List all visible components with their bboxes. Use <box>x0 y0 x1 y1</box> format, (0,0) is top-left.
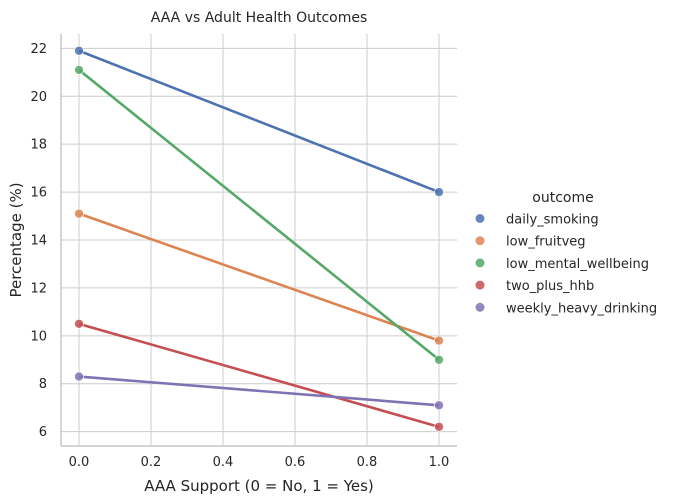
x-tick-label: 0.8 <box>357 455 378 470</box>
data-point <box>434 335 444 346</box>
y-tick-label: 8 <box>39 377 47 392</box>
series-line <box>78 322 440 429</box>
legend-label: low_fruitveg <box>506 235 586 250</box>
x-axis-label: AAA Support (0 = No, 1 = Yes) <box>144 477 374 495</box>
data-point <box>434 400 444 411</box>
legend-marker <box>475 258 485 268</box>
legend-marker <box>475 280 485 290</box>
data-point <box>74 319 84 329</box>
y-tick-label: 10 <box>30 329 47 344</box>
legend-label: low_mental_wellbeing <box>506 257 649 272</box>
series-two-plus-hhb <box>74 319 444 432</box>
legend-marker <box>475 236 485 246</box>
grid <box>61 34 457 446</box>
data-point <box>74 208 84 219</box>
series-low-fruitveg <box>74 208 444 346</box>
legend: outcome daily_smoking low_fruitveg low_men… <box>475 190 657 316</box>
y-tick-label: 22 <box>30 42 47 57</box>
axes-spines <box>60 34 457 447</box>
chart-title: AAA vs Adult Health Outcomes <box>151 10 368 26</box>
y-tick-label: 16 <box>30 186 47 201</box>
series-low-mental-wellbeing <box>74 65 444 365</box>
y-tick-label: 20 <box>30 90 47 105</box>
legend-title: outcome <box>532 190 593 206</box>
data-point <box>74 45 84 56</box>
data-point <box>434 187 444 197</box>
legend-label: two_plus_hhb <box>506 279 594 294</box>
legend-marker <box>475 302 485 312</box>
series-line <box>78 375 440 407</box>
series-group <box>74 45 444 432</box>
y-tick-label: 12 <box>30 281 47 296</box>
y-tick-label: 18 <box>30 138 47 153</box>
legend-label: weekly_heavy_drinking <box>506 301 657 316</box>
x-tick-label: 0.4 <box>213 455 234 470</box>
x-tick-label: 0.6 <box>285 455 306 470</box>
data-point <box>434 422 444 432</box>
y-tick-labels: 6 8 10 12 14 16 18 20 22 <box>30 42 47 440</box>
series-daily-smoking <box>74 45 444 197</box>
series-line <box>78 212 440 342</box>
x-tick-label: 1.0 <box>429 455 450 470</box>
y-tick-label: 14 <box>30 234 47 249</box>
legend-marker <box>475 214 485 223</box>
series-weekly-heavy-drinking <box>74 371 444 411</box>
legend-label: daily_smoking <box>506 213 599 228</box>
x-tick-label: 0.0 <box>69 455 90 470</box>
series-line <box>78 68 440 361</box>
data-point <box>74 65 84 75</box>
x-tick-label: 0.2 <box>141 455 162 470</box>
series-line <box>78 49 440 194</box>
y-tick-label: 6 <box>39 425 47 440</box>
y-axis-label: Percentage (%) <box>7 182 25 297</box>
data-point <box>74 371 84 382</box>
x-tick-labels: 0.0 0.2 0.4 0.6 0.8 1.0 <box>69 455 450 470</box>
data-point <box>434 354 444 365</box>
